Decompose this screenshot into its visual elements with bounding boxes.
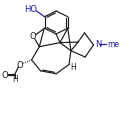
Text: O: O <box>17 61 23 70</box>
Text: H: H <box>70 63 75 72</box>
Text: O: O <box>2 71 8 80</box>
Text: HO: HO <box>24 5 37 14</box>
Text: O: O <box>30 32 36 41</box>
Text: H: H <box>12 75 18 84</box>
Text: me: me <box>107 40 119 49</box>
Text: N: N <box>95 40 102 49</box>
